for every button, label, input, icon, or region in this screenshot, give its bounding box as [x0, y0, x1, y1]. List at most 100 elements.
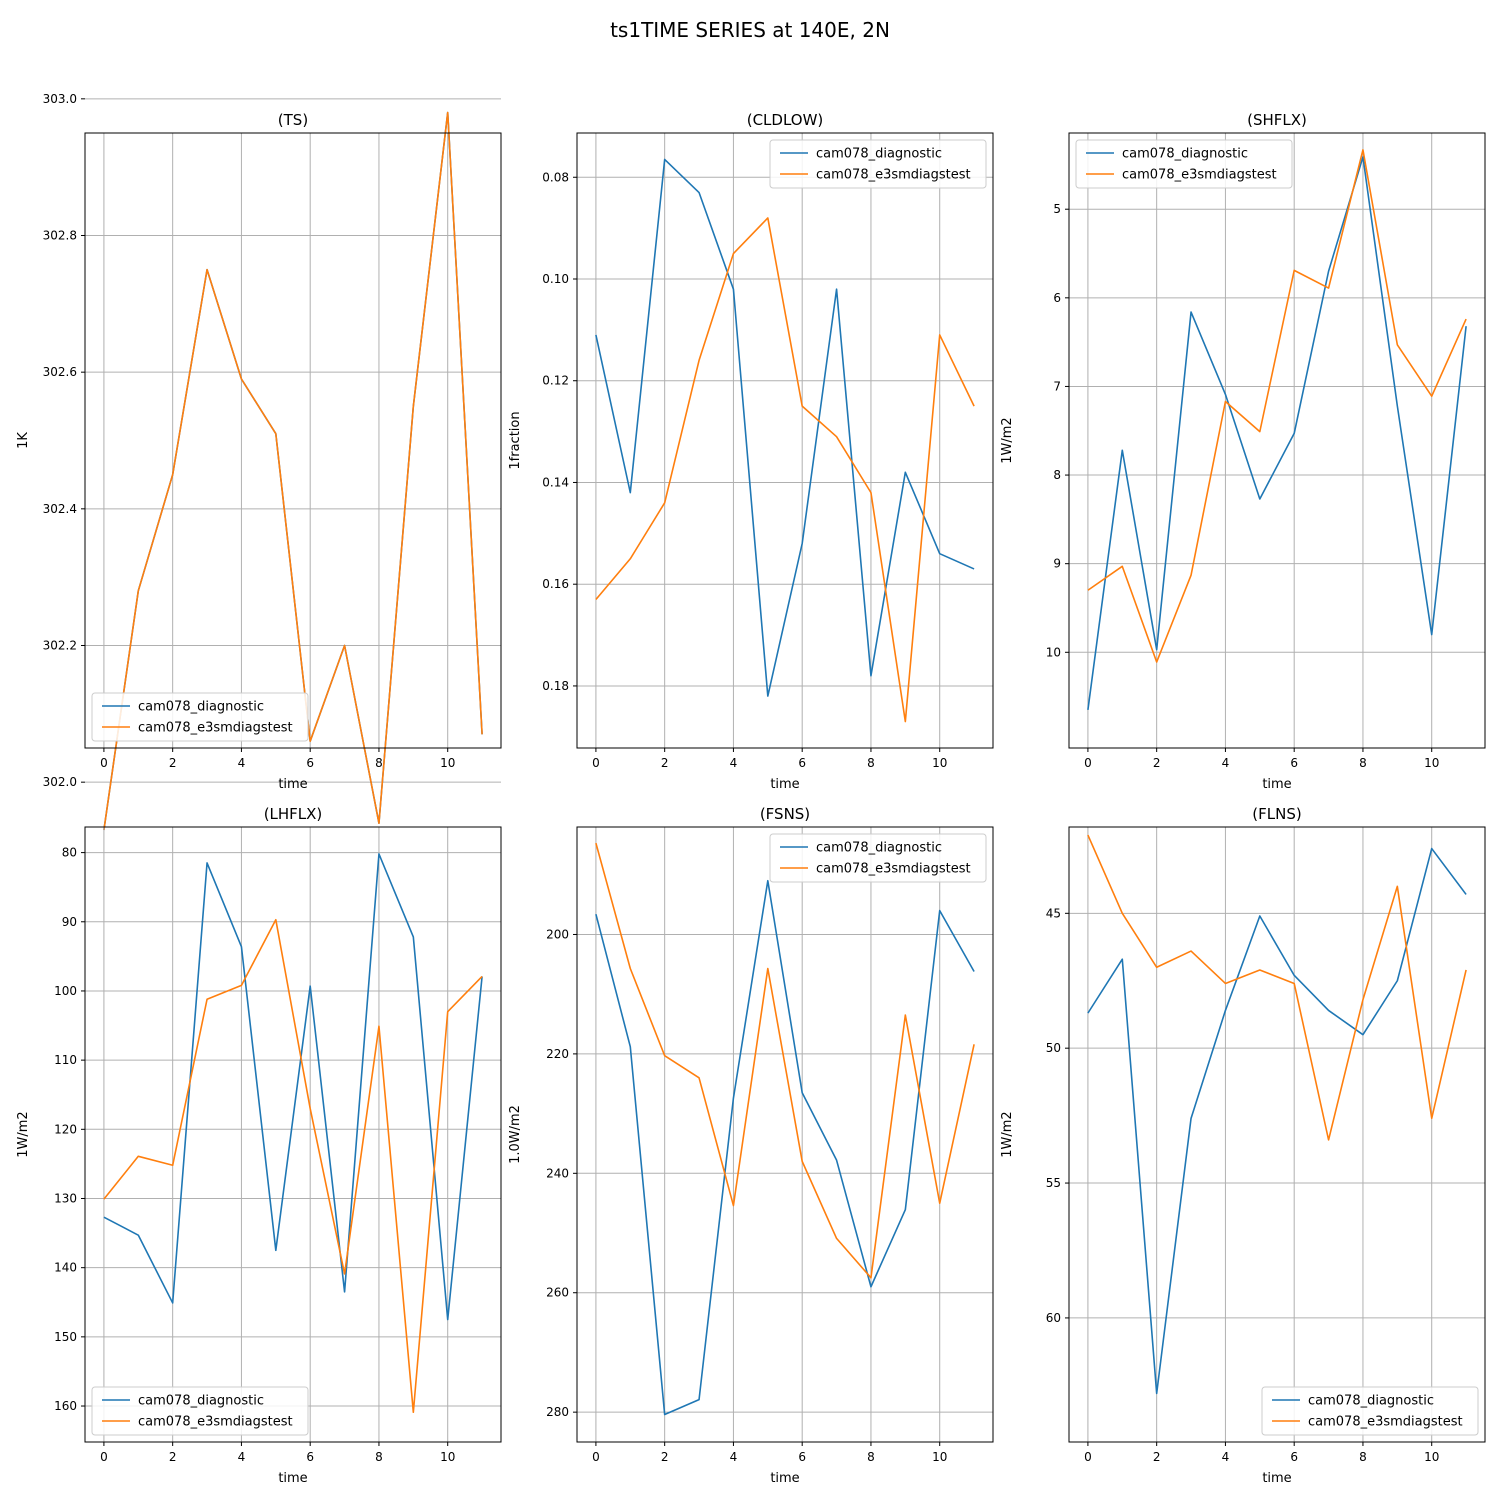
y-tick-label: 302.8: [43, 229, 77, 243]
series-line-0: [103, 853, 483, 1321]
x-tick-label: 6: [798, 756, 806, 770]
subplot-title: (FSNS): [760, 805, 810, 823]
y-tick-label: 0.10: [542, 272, 569, 286]
x-tick-label: 6: [306, 756, 314, 770]
legend-box: [769, 139, 987, 189]
x-tick-label: 8: [375, 1450, 383, 1464]
axes-frame: [1068, 132, 1486, 749]
y-tick-label: 8: [1053, 468, 1061, 482]
x-axis-label: time: [770, 1471, 799, 1486]
y-tick-label: 280: [546, 1405, 569, 1419]
y-tick-label: 0.14: [542, 475, 569, 489]
series-line-1: [103, 111, 483, 831]
y-axis-label: 1.0W/m2: [508, 1105, 523, 1164]
legend-entry-label: cam078_diagnostic: [1308, 1394, 1434, 1409]
axes-frame: [576, 132, 994, 749]
x-tick-label: 6: [306, 1450, 314, 1464]
series-line-1: [595, 217, 975, 723]
x-tick-label: 2: [169, 756, 177, 770]
x-tick-label: 8: [867, 1450, 875, 1464]
x-tick-label: 0: [1084, 1450, 1092, 1464]
y-tick-label: 302.0: [43, 775, 77, 789]
legend: cam078_diagnostic cam078_e3smdiagstest: [1261, 1386, 1479, 1436]
x-tick-label: 10: [1424, 1450, 1439, 1464]
x-tick-label: 10: [1424, 756, 1439, 770]
subplot-title: (SHFLX): [1247, 111, 1307, 129]
x-tick-label: 10: [440, 756, 455, 770]
subplot-title: (LHFLX): [264, 805, 323, 823]
x-axis-label: time: [770, 777, 799, 792]
x-tick-label: 6: [1290, 756, 1298, 770]
subplot-title: (FLNS): [1252, 805, 1301, 823]
legend-box: [769, 833, 987, 883]
x-tick-label: 0: [1084, 756, 1092, 770]
x-axis-label: time: [278, 1471, 307, 1486]
x-tick-label: 2: [661, 1450, 669, 1464]
subplot-2: 0 2 4 6 8 10 5 6 7 8 9 10 (SHFLX) time 1W/m2 cam078_dia…: [1000, 111, 1486, 792]
legend: cam078_diagnostic cam078_e3smdiagstest: [91, 692, 309, 742]
subplot-3: 0 2 4 6 8 10 80 90 100 110 120 130 140 150 160 (LHFLX) t…: [16, 805, 502, 1486]
x-tick-label: 6: [798, 1450, 806, 1464]
y-tick-label: 220: [546, 1047, 569, 1061]
x-tick-label: 2: [661, 756, 669, 770]
y-tick-label: 302.4: [43, 502, 77, 516]
legend-entry-label: cam078_e3smdiagstest: [138, 1415, 293, 1430]
y-tick-label: 120: [54, 1122, 77, 1136]
series-line-0: [1087, 156, 1467, 710]
x-tick-label: 8: [867, 756, 875, 770]
y-tick-label: 5: [1053, 202, 1061, 216]
y-tick-label: 0.12: [542, 374, 569, 388]
legend: cam078_diagnostic cam078_e3smdiagstest: [1075, 139, 1293, 189]
y-axis-label: 1K: [16, 432, 31, 449]
subplot-0: 0 2 4 6 8 10 302.0 302.2 302.4 302.6 302.8 303.0 (TS…: [16, 92, 502, 831]
y-tick-label: 55: [1046, 1176, 1061, 1190]
legend-box: [1261, 1386, 1479, 1436]
legend: cam078_diagnostic cam078_e3smdiagstest: [769, 139, 987, 189]
x-tick-label: 10: [932, 756, 947, 770]
subplot-5: 0 2 4 6 8 10 45 50 55 60 (FLNS) time 1W/m2 cam078_dia…: [1000, 805, 1486, 1486]
y-tick-label: 6: [1053, 291, 1061, 305]
subplot-4: 0 2 4 6 8 10 200 220 240 260 280 (FSNS) time 1.0W/m2 c…: [508, 805, 994, 1486]
y-tick-label: 260: [546, 1286, 569, 1300]
legend-box: [91, 1386, 309, 1436]
legend-entry-label: cam078_e3smdiagstest: [1122, 168, 1277, 183]
x-tick-label: 0: [592, 756, 600, 770]
y-tick-label: 303.0: [43, 92, 77, 106]
subplot-title: (CLDLOW): [747, 111, 824, 129]
legend-entry-label: cam078_e3smdiagstest: [1308, 1415, 1463, 1430]
legend-entry-label: cam078_diagnostic: [138, 1394, 264, 1409]
y-tick-label: 45: [1046, 906, 1061, 920]
y-tick-label: 50: [1046, 1041, 1061, 1055]
x-tick-label: 0: [100, 1450, 108, 1464]
x-tick-label: 10: [440, 1450, 455, 1464]
legend: cam078_diagnostic cam078_e3smdiagstest: [91, 1386, 309, 1436]
y-tick-label: 130: [54, 1191, 77, 1205]
y-axis-label: 1W/m2: [1000, 417, 1015, 463]
y-tick-label: 140: [54, 1261, 77, 1275]
series-line-1: [595, 842, 975, 1279]
x-tick-label: 4: [730, 1450, 738, 1464]
x-tick-label: 2: [1153, 1450, 1161, 1464]
y-tick-label: 302.6: [43, 365, 77, 379]
y-tick-label: 9: [1053, 557, 1061, 571]
y-axis-label: 1W/m2: [1000, 1111, 1015, 1157]
series-line-0: [595, 158, 975, 697]
y-tick-label: 60: [1046, 1311, 1061, 1325]
figure-title: ts1TIME SERIES at 140E, 2N: [610, 18, 890, 42]
subplot-1: 0 2 4 6 8 10 0.08 0.10 0.12 0.14 0.16 0.18 (CLDLOW) t…: [508, 111, 994, 792]
x-tick-label: 10: [932, 1450, 947, 1464]
x-tick-label: 6: [1290, 1450, 1298, 1464]
x-tick-label: 0: [592, 1450, 600, 1464]
x-tick-label: 8: [1359, 756, 1367, 770]
y-tick-label: 0.18: [542, 679, 569, 693]
y-tick-label: 0.08: [542, 170, 569, 184]
series-line-1: [1087, 834, 1467, 1141]
legend-box: [1075, 139, 1293, 189]
y-tick-label: 160: [54, 1399, 77, 1413]
y-tick-label: 10: [1046, 645, 1061, 659]
y-tick-label: 110: [54, 1053, 77, 1067]
x-axis-label: time: [278, 777, 307, 792]
legend-entry-label: cam078_diagnostic: [138, 700, 264, 715]
x-tick-label: 2: [169, 1450, 177, 1464]
